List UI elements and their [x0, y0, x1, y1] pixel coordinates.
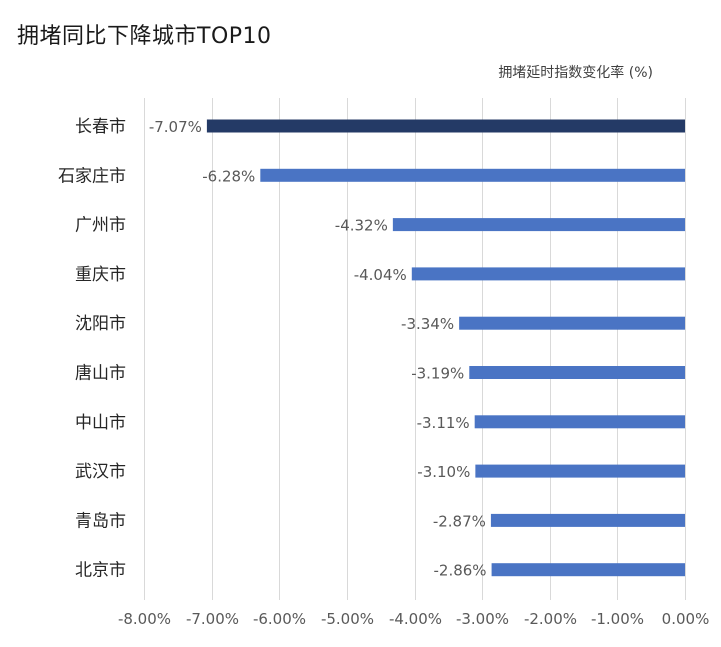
data-label: -6.28% [202, 167, 255, 185]
x-tick-label: -3.00% [456, 610, 509, 628]
data-label: -3.34% [401, 315, 454, 333]
x-axis: -8.00% -7.00% -6.00% -5.00% -4.00% -3.00% -2.0… [118, 610, 709, 628]
bar [411, 267, 685, 281]
bar [475, 464, 685, 478]
category-label: 唐山市 [75, 363, 126, 384]
category-label: 长春市 [75, 117, 126, 137]
x-tick-label: -2.00% [524, 610, 577, 628]
category-label: 北京市 [75, 561, 126, 581]
data-label: -7.07% [149, 118, 202, 136]
x-tick-label: -1.00% [591, 610, 644, 628]
data-label: -2.87% [433, 512, 486, 530]
data-label: -3.11% [417, 414, 470, 432]
bar [490, 513, 685, 527]
x-tick-label: 0.00% [662, 610, 710, 628]
bar [392, 218, 685, 232]
chart-subtitle: 拥堵延时指数变化率 (%) [498, 65, 653, 81]
data-label: -4.32% [335, 217, 388, 235]
category-label: 广州市 [75, 216, 126, 236]
x-tick-label: -4.00% [389, 610, 442, 628]
bar [491, 563, 685, 577]
category-label: 中山市 [75, 413, 126, 433]
category-label: 青岛市 [75, 511, 126, 531]
category-label: 重庆市 [75, 265, 126, 285]
label-layer: 长春市 -7.07% 石家庄市 -6.28% 广州市 -4.32% 重庆市 -4.04% 沈阳市… [58, 117, 487, 581]
bar [260, 168, 685, 182]
bar [474, 415, 685, 429]
x-tick-label: -8.00% [118, 610, 171, 628]
bar [459, 316, 685, 330]
x-tick-label: -7.00% [186, 610, 239, 628]
category-label: 武汉市 [75, 462, 126, 482]
bar [469, 366, 685, 379]
bar-layer [206, 119, 686, 577]
bar [206, 119, 686, 133]
data-label: -2.86% [434, 562, 487, 580]
x-tick-label: -6.00% [253, 610, 306, 628]
category-label: 石家庄市 [58, 166, 126, 186]
data-label: -3.10% [417, 463, 470, 481]
chart-title: 拥堵同比下降城市TOP10 [17, 24, 272, 49]
x-tick-label: -5.00% [321, 610, 374, 628]
data-label: -3.19% [411, 365, 464, 383]
category-label: 沈阳市 [75, 314, 126, 334]
data-label: -4.04% [354, 266, 407, 284]
